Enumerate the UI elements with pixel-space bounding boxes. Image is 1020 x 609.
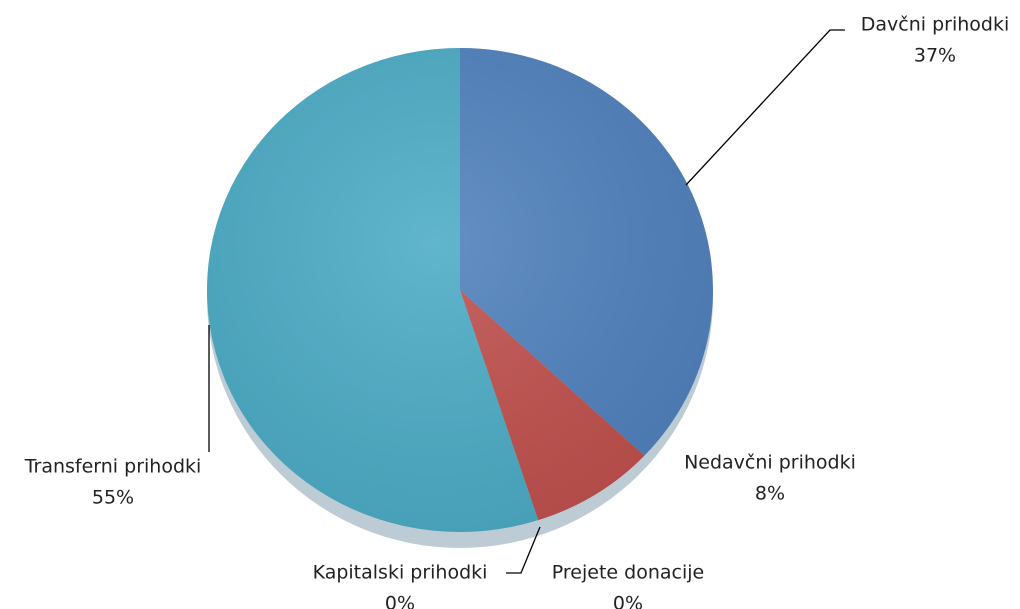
slice-value-label: 0% xyxy=(385,593,415,609)
slice-value-label: 55% xyxy=(92,487,134,509)
pie-shading xyxy=(207,48,713,532)
slice-label: Davčni prihodki xyxy=(861,14,1009,36)
slice-label: Prejete donacije xyxy=(552,562,704,584)
slice-value-label: 37% xyxy=(914,45,956,67)
slice-value-label: 8% xyxy=(755,483,785,505)
slice-label: Kapitalski prihodki xyxy=(313,562,488,584)
slice-label: Nedavčni prihodki xyxy=(684,452,856,474)
leader-line xyxy=(685,29,845,186)
slice-value-label: 0% xyxy=(613,593,643,609)
slice-label: Transferni prihodki xyxy=(24,456,202,478)
leader-line xyxy=(506,526,541,574)
